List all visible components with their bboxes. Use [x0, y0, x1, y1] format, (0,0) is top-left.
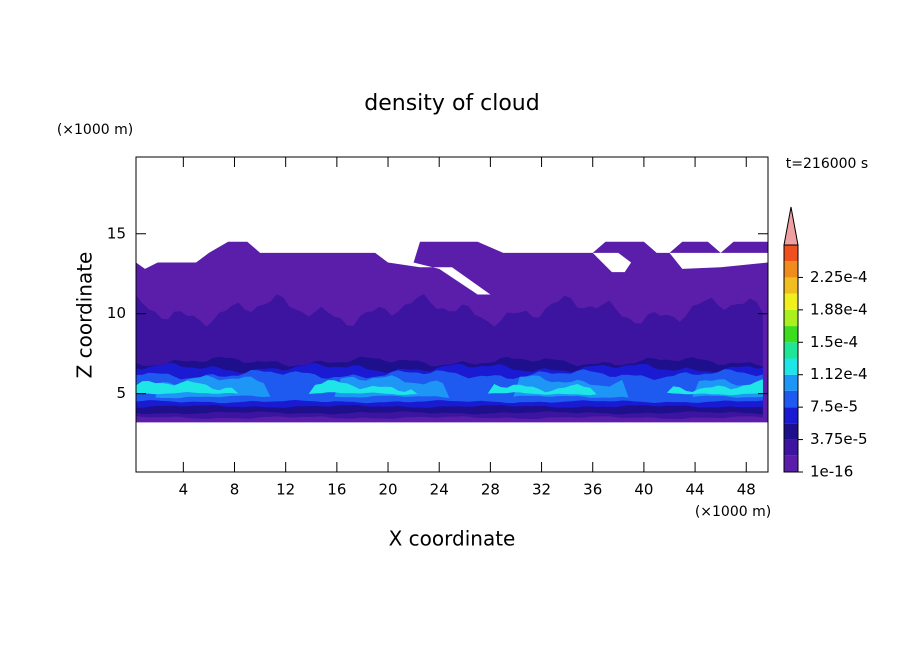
- contour-field: [136, 241, 768, 423]
- colorbar-band: [784, 358, 798, 375]
- colorbar-band: [784, 293, 798, 310]
- colorbar-band: [784, 390, 798, 408]
- x-tick-label: 36: [583, 481, 602, 499]
- y-axis-label: Z coordinate: [73, 252, 97, 379]
- y-unit: (×1000 m): [57, 122, 133, 138]
- plot-frame: [135, 156, 769, 473]
- colorbar-band: [784, 326, 798, 343]
- cloud-gap: [592, 252, 632, 273]
- x-tick-label: 12: [276, 481, 295, 499]
- colorbar-tick-label: 1.88e-4: [810, 300, 868, 318]
- x-tick-label: 16: [327, 481, 346, 499]
- colorbar-band: [784, 261, 798, 278]
- y-tick-label: 15: [107, 224, 126, 242]
- annotation: t=216000 s: [786, 156, 868, 172]
- x-tick-label: 8: [230, 481, 240, 499]
- colorbar-band: [784, 407, 798, 424]
- x-tick-label: 20: [378, 481, 397, 499]
- x-tick-label: 4: [179, 481, 189, 499]
- axes: 4 8 12 16 20 24 28 32 36 40 44 48510151e-163.75e-57…: [107, 156, 868, 499]
- x-tick-label: 24: [430, 481, 449, 499]
- colorbar-tick-label: 3.75e-5: [810, 430, 868, 448]
- colorbar-band: [784, 342, 798, 359]
- x-tick-label: 48: [737, 481, 756, 499]
- colorbar-band: [784, 455, 798, 472]
- colorbar-band: [784, 439, 798, 456]
- x-tick-label: 40: [634, 481, 653, 499]
- x-tick-label: 44: [686, 481, 705, 499]
- y-tick-label: 10: [107, 304, 126, 322]
- x-tick-label: 28: [481, 481, 500, 499]
- colorbar-band: [784, 423, 798, 440]
- contour-band: [136, 375, 763, 399]
- colorbar-tick-label: 7.5e-5: [810, 398, 858, 416]
- colorbar-tick-label: 2.25e-4: [810, 268, 868, 286]
- colorbar-band: [784, 245, 798, 262]
- colorbar-tick-label: 1e-16: [810, 463, 853, 481]
- x-axis-label: X coordinate: [389, 527, 516, 551]
- x-tick-label: 32: [532, 481, 551, 499]
- y-tick-label: 5: [116, 384, 126, 402]
- colorbar-tick-label: 1.12e-4: [810, 365, 868, 383]
- colorbar-band: [784, 277, 798, 294]
- cloud-gap: [388, 262, 491, 295]
- cloud-gap: [669, 252, 768, 269]
- colorbar-band: [784, 309, 798, 327]
- colorbar-extend: [783, 206, 799, 246]
- chart-title: density of cloud: [364, 91, 539, 116]
- colorbar-band: [784, 374, 798, 391]
- x-unit: (×1000 m): [695, 504, 771, 520]
- colorbar-tick-label: 1.5e-4: [810, 333, 858, 351]
- colorbar-frame: [783, 244, 799, 473]
